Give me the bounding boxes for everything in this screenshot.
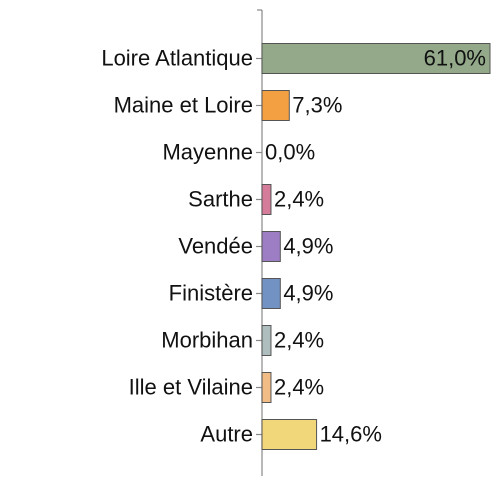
category-label: Autre: [200, 421, 253, 446]
bar: [261, 231, 281, 262]
category-label: Mayenne: [162, 139, 253, 164]
bar: [261, 184, 272, 215]
bar: [261, 278, 281, 309]
value-label: 2,4%: [274, 327, 324, 352]
bar: [261, 325, 272, 356]
bar: [261, 372, 272, 403]
category-label: Sarthe: [188, 186, 253, 211]
category-label: Morbihan: [161, 327, 253, 352]
value-label: 7,3%: [292, 92, 342, 117]
value-label: 2,4%: [274, 374, 324, 399]
bar: [261, 419, 318, 450]
category-label: Loire Atlantique: [101, 45, 253, 70]
bar: [261, 90, 290, 121]
category-label: Vendée: [178, 233, 253, 258]
value-label: 4,9%: [283, 280, 333, 305]
bar: [261, 43, 491, 74]
value-label: 0,0%: [265, 139, 315, 164]
value-label: 61,0%: [424, 45, 486, 70]
value-label: 4,9%: [283, 233, 333, 258]
category-label: Finistère: [169, 280, 253, 305]
value-label: 2,4%: [274, 186, 324, 211]
value-label: 14,6%: [320, 421, 382, 446]
category-label: Maine et Loire: [114, 92, 253, 117]
category-label: Ille et Vilaine: [129, 374, 253, 399]
